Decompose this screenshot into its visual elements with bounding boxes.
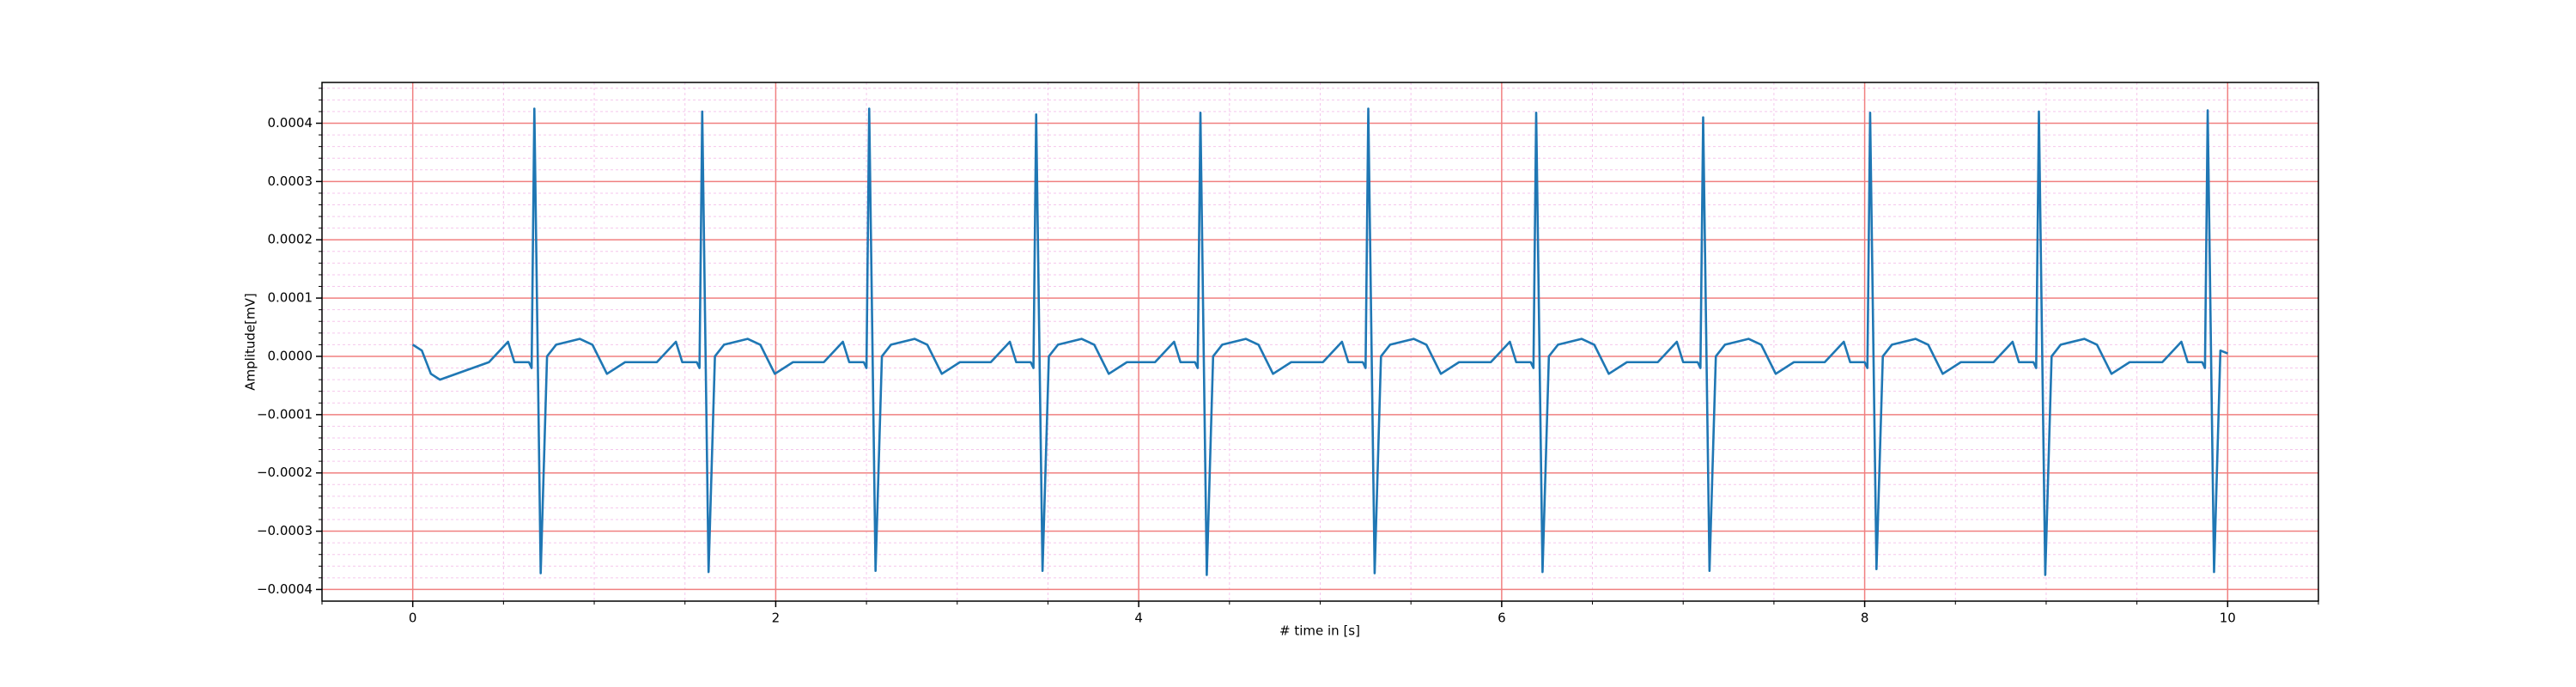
y-tick-label: 0.0002 [268,232,313,247]
y-tick-label: 0.0004 [268,115,313,131]
x-tick-label: 0 [409,611,417,626]
x-axis-label: # time in [s] [1279,623,1360,639]
plot-frame [321,82,2319,602]
ecg-line [411,107,2228,576]
x-tick-label: 4 [1134,611,1143,626]
y-tick-label: 0.0001 [268,290,313,306]
y-tick-label: −0.0001 [257,406,313,422]
y-tick-label: −0.0003 [257,523,313,538]
x-tick-label: 2 [772,611,781,626]
y-tick-label: −0.0002 [257,465,313,480]
y-tick-label: −0.0004 [257,581,313,597]
y-tick-label: 0.0003 [268,173,313,189]
y-tick-label: 0.0000 [268,348,313,363]
x-tick-label: 10 [2220,611,2236,626]
x-tick-label: 6 [1498,611,1506,626]
y-axis-label: Amplitude[mV] [243,293,258,390]
x-tick-label: 8 [1861,611,1869,626]
